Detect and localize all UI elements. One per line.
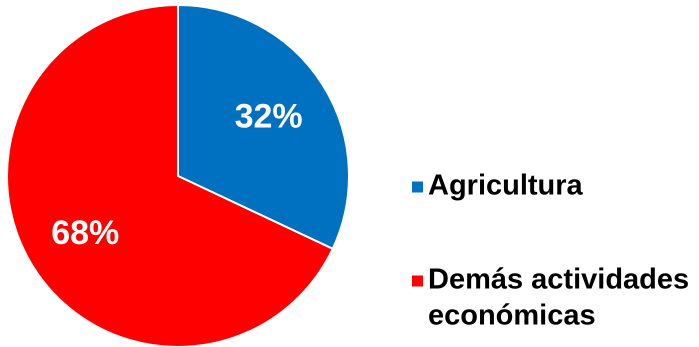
pie-slices (5, 3, 350, 347)
legend-label-demas-actividades-line-1: Demás actividades (428, 264, 689, 296)
legend-label-agricultura-line-1: Agricultura (428, 170, 584, 202)
slice-labels: 32% 68% (51, 97, 302, 251)
legend: Agricultura Demás actividades económicas (412, 170, 689, 332)
legend-swatch-agricultura (412, 181, 423, 193)
pie-slice-agricultura (177, 3, 350, 251)
legend-swatch-demas-actividades (412, 275, 423, 287)
legend-label-demas-actividades-line-2: económicas (428, 300, 596, 332)
slice-label-demas-actividades: 68% (51, 214, 119, 252)
slice-label-agricultura: 32% (235, 97, 303, 135)
pie-slice-demas-actividades (5, 3, 335, 347)
